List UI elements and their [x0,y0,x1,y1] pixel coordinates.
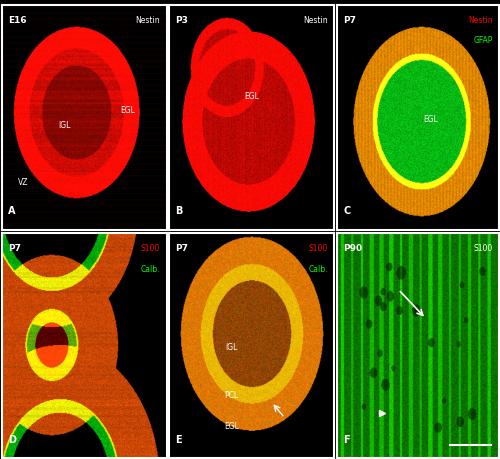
Text: IGL: IGL [226,343,238,352]
Text: EGL: EGL [244,92,259,101]
Text: C: C [343,206,350,216]
Text: GFAP: GFAP [474,36,492,45]
Text: EGL: EGL [224,422,239,431]
Text: Nestin: Nestin [468,16,492,25]
Text: E: E [176,435,182,445]
Text: P7: P7 [343,16,356,25]
Text: S100: S100 [141,245,160,253]
Text: F: F [343,435,349,445]
Text: IGL: IGL [58,122,70,130]
Text: Nestin: Nestin [136,16,160,25]
Text: Nestin: Nestin [303,16,328,25]
Text: Calb.: Calb. [308,265,328,274]
Text: P3: P3 [176,16,188,25]
Text: EGL: EGL [424,115,438,123]
Text: B: B [176,206,183,216]
Text: P90: P90 [343,245,362,253]
Text: S100: S100 [308,245,328,253]
Text: P7: P7 [8,245,21,253]
Text: EGL: EGL [120,106,136,115]
Text: P7: P7 [176,245,188,253]
Text: Calb.: Calb. [140,265,160,274]
Text: PCL: PCL [224,391,239,399]
Text: A: A [8,206,16,216]
Text: E16: E16 [8,16,26,25]
Text: VZ: VZ [18,178,28,187]
Text: S100: S100 [474,245,492,253]
Text: D: D [8,435,16,445]
